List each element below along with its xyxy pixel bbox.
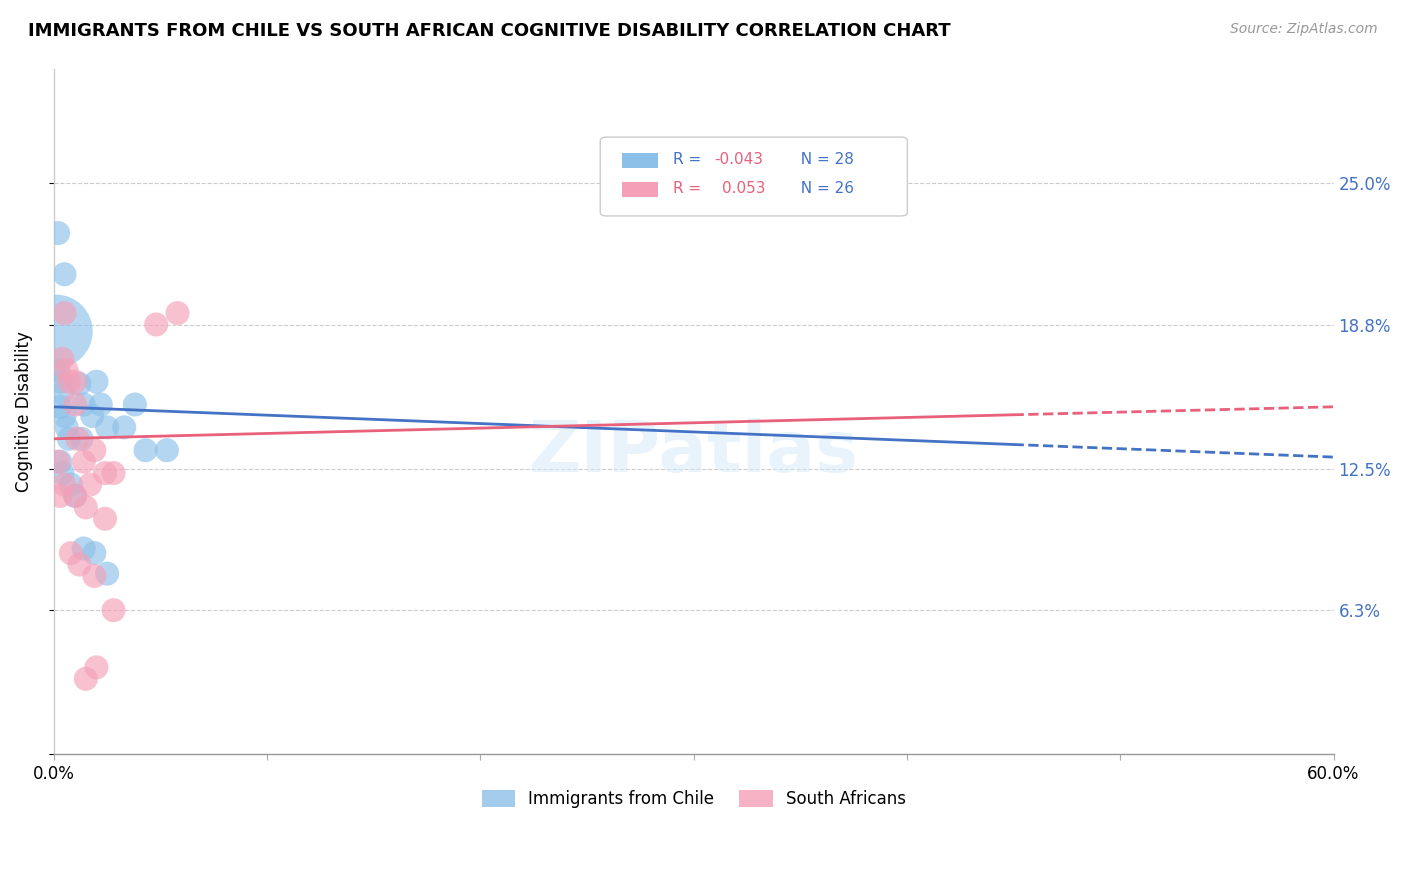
Point [59, 546, 82, 560]
Point [83, 443, 105, 458]
Text: Source: ZipAtlas.com: Source: ZipAtlas.com [1230, 22, 1378, 37]
Point [112, 420, 135, 434]
Point [83, 569, 105, 583]
Point [46, 226, 69, 240]
Point [82, 409, 104, 423]
Point [103, 466, 125, 480]
Point [67, 376, 90, 391]
Point [53, 409, 76, 423]
Text: R =: R = [673, 181, 711, 196]
Point [55, 363, 77, 377]
Text: R =: R = [673, 153, 706, 167]
Point [66, 432, 89, 446]
Point [86, 375, 108, 389]
Text: IMMIGRANTS FROM CHILE VS SOUTH AFRICAN COGNITIVE DISABILITY CORRELATION CHART: IMMIGRANTS FROM CHILE VS SOUTH AFRICAN C… [28, 22, 950, 40]
Bar [621, 182, 658, 197]
Text: ZIPatlas: ZIPatlas [529, 418, 859, 487]
Point [51, 386, 73, 401]
Point [49, 455, 72, 469]
Y-axis label: Cognitive Disability: Cognitive Disability [15, 331, 32, 491]
Point [46, 363, 69, 377]
Point [67, 558, 90, 572]
Point [58, 432, 80, 446]
FancyBboxPatch shape [600, 137, 907, 216]
Point [63, 489, 86, 503]
Point [53, 306, 76, 320]
Point [63, 397, 86, 411]
Point [49, 400, 72, 414]
Point [46, 455, 69, 469]
Legend: Immigrants from Chile, South Africans: Immigrants from Chile, South Africans [475, 783, 912, 814]
Point [75, 672, 97, 686]
Point [145, 318, 167, 332]
Point [73, 541, 96, 556]
Point [59, 477, 82, 491]
Point [73, 455, 96, 469]
Point [55, 420, 77, 434]
Point [94, 466, 117, 480]
Point [45, 324, 67, 338]
Point [51, 351, 73, 366]
Point [124, 397, 146, 411]
Point [103, 603, 125, 617]
Point [96, 420, 118, 434]
Point [90, 397, 112, 411]
Point [49, 375, 72, 389]
Bar [621, 153, 658, 168]
Text: -0.043: -0.043 [714, 153, 763, 167]
Point [83, 546, 105, 560]
Point [58, 375, 80, 389]
Point [75, 500, 97, 515]
Point [63, 489, 86, 503]
Point [49, 489, 72, 503]
Point [96, 566, 118, 581]
Point [51, 466, 73, 480]
Point [73, 397, 96, 411]
Point [156, 443, 179, 458]
Text: N = 28: N = 28 [792, 153, 853, 167]
Point [53, 267, 76, 281]
Point [53, 477, 76, 491]
Text: N = 26: N = 26 [792, 181, 853, 196]
Point [166, 306, 188, 320]
Point [70, 432, 93, 446]
Point [79, 477, 101, 491]
Point [63, 375, 86, 389]
Point [135, 443, 157, 458]
Text: 0.053: 0.053 [721, 181, 765, 196]
Point [94, 512, 117, 526]
Point [86, 660, 108, 674]
